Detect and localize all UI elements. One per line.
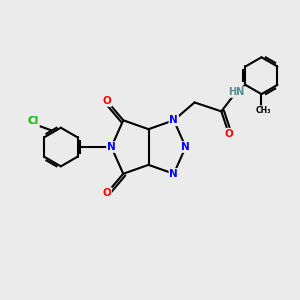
Text: CH₃: CH₃ — [255, 106, 271, 115]
Text: Cl: Cl — [28, 116, 39, 126]
Text: N: N — [169, 115, 178, 125]
Text: O: O — [224, 129, 233, 139]
Text: N: N — [181, 142, 190, 152]
Text: O: O — [103, 96, 111, 106]
Text: HN: HN — [228, 87, 244, 97]
Text: N: N — [107, 142, 116, 152]
Text: O: O — [103, 188, 111, 198]
Text: N: N — [169, 169, 178, 179]
